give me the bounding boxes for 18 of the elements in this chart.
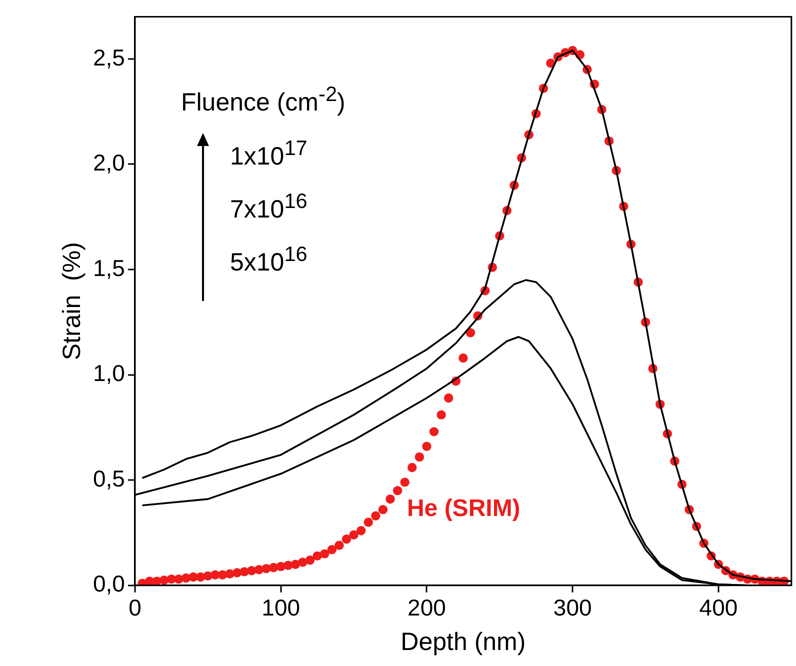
x-axis-title: Depth (nm) <box>400 628 526 656</box>
y-tick-label: 1,5 <box>92 254 125 281</box>
x-tick-label: 100 <box>262 594 300 621</box>
y-tick-label: 2,0 <box>92 150 125 176</box>
annotation: 5x10$^{16}$ <box>230 242 308 278</box>
x-tick-label: 0 <box>128 594 142 621</box>
x-tick-label: 400 <box>699 594 738 621</box>
series-label: He (SRIM) <box>406 494 520 523</box>
y-axis-title: Strain (%) <box>58 242 86 360</box>
y-tick-label: 0,5 <box>92 465 125 492</box>
x-tick-label: 200 <box>408 594 446 621</box>
annotation: 1x10$^{17}$ <box>230 136 308 172</box>
y-tick-label: 1,0 <box>92 360 125 386</box>
y-tick-label: 2,5 <box>92 44 125 70</box>
x-tick-label: 300 <box>553 594 592 621</box>
annotation: Fluence (cm$^{-2}$) <box>180 82 346 118</box>
y-tick-label: 0,0 <box>92 570 125 597</box>
annotation: 7x10$^{16}$ <box>230 190 308 224</box>
